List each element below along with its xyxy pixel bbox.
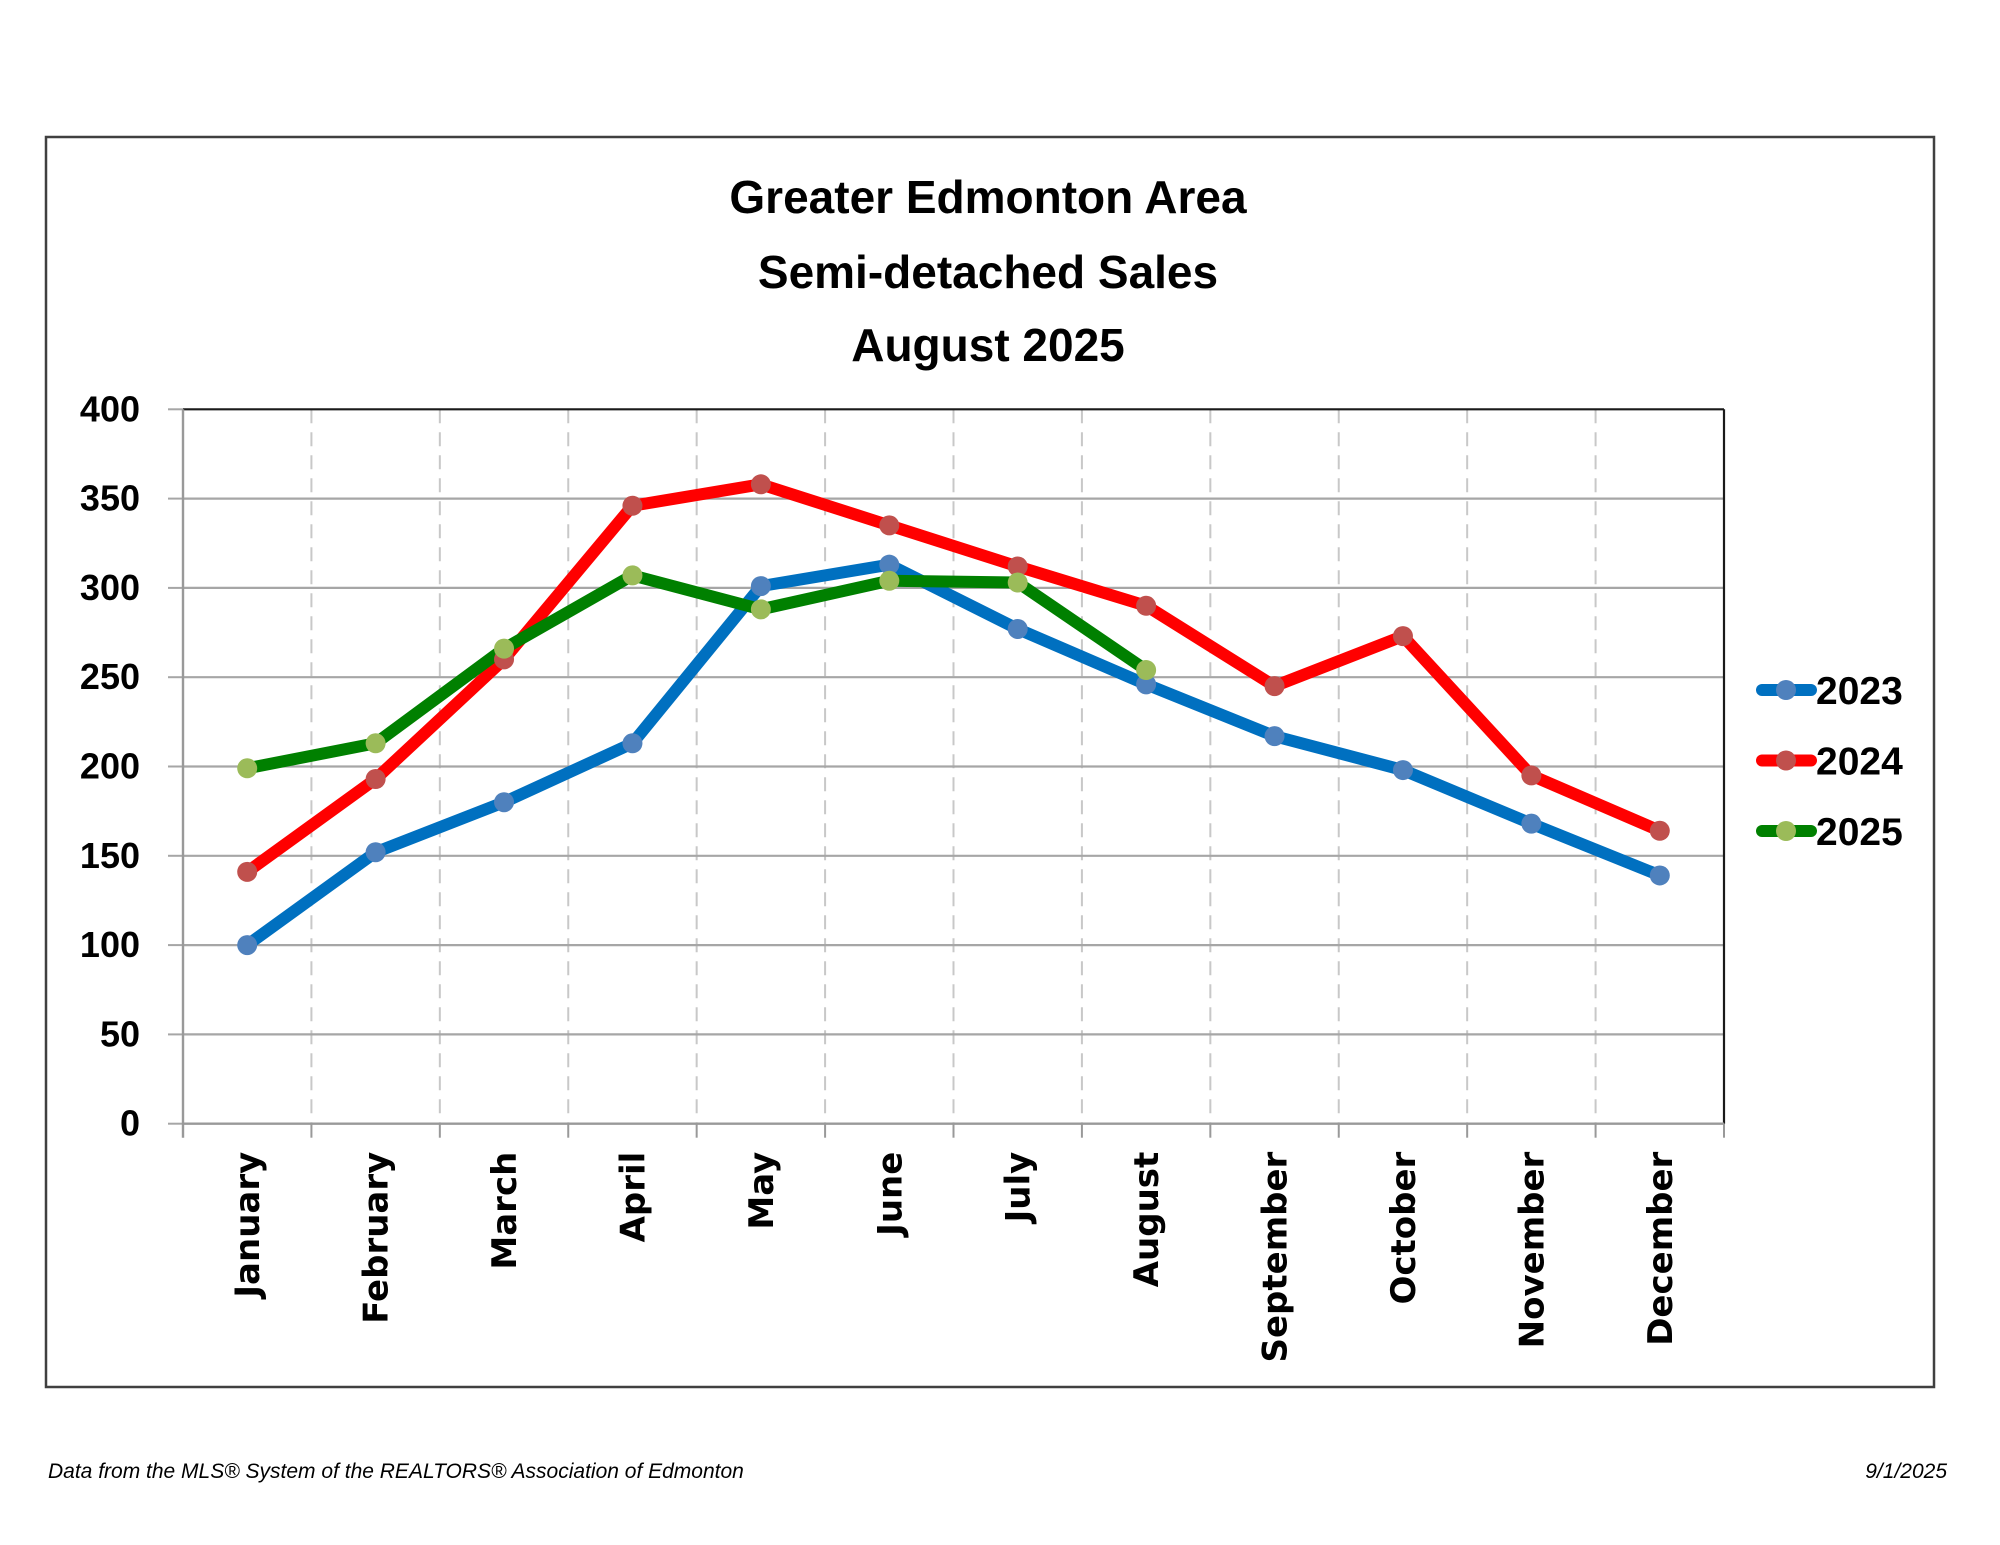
horizontal-gridlines: [168, 408, 1724, 1125]
data-point-2024-october: [1392, 626, 1413, 647]
legend-item-2024: 2024: [1756, 741, 1903, 784]
legend-marker-icon: [1776, 821, 1796, 841]
data-point-2025-january: [237, 758, 258, 779]
data-point-2023-november: [1521, 813, 1542, 834]
series-line-2024: [241, 478, 1666, 878]
data-point-2024-august: [1136, 595, 1157, 616]
y-tick-label: 300: [80, 567, 140, 608]
chart-title: Greater Edmonton Area Semi-detached Sale…: [729, 171, 1247, 371]
legend-marker-icon: [1776, 680, 1796, 700]
data-point-2023-august: [1136, 674, 1157, 695]
x-tick-label: December: [1641, 1151, 1681, 1345]
series-line-2023: [241, 558, 1666, 952]
data-point-2023-april: [622, 733, 643, 754]
y-tick-label: 350: [80, 478, 140, 519]
x-tick-label: May: [742, 1152, 782, 1230]
data-point-2024-december: [1649, 820, 1670, 841]
data-point-2023-december: [1649, 865, 1670, 886]
y-tick-label: 0: [120, 1103, 140, 1144]
legend-item-2023: 2023: [1756, 670, 1903, 713]
y-tick-label: 250: [80, 656, 140, 697]
chart-title-line-1: Greater Edmonton Area: [729, 171, 1247, 223]
x-axis-tick-labels: January February March April May June July Augu…: [228, 1151, 1681, 1362]
legend-label: 2025: [1816, 811, 1903, 854]
y-axis-tick-labels: 0 50 100 150 200 250 300 350 400: [80, 388, 140, 1143]
data-point-2023-july: [1007, 618, 1028, 639]
series-lines: [241, 478, 1666, 952]
chart-frame: [44, 135, 1936, 1389]
data-point-2025-may: [750, 599, 771, 620]
x-tick-label: November: [1512, 1151, 1552, 1348]
legend-label: 2023: [1816, 670, 1903, 713]
legend-label: 2024: [1816, 741, 1903, 784]
plot-area: 0 50 100 150 200 250 300 350 400 January February…: [80, 388, 1726, 1362]
data-point-2024-july: [1007, 556, 1028, 577]
x-tick-label: February: [357, 1152, 397, 1324]
y-tick-label: 100: [80, 924, 140, 965]
data-point-2023-january: [237, 935, 258, 956]
data-point-2025-march: [494, 638, 515, 659]
data-point-2023-february: [365, 842, 386, 863]
axes: [181, 408, 1726, 1138]
legend: 2023 2024 2025: [1756, 670, 1903, 854]
footer-source-note: Data from the MLS® System of the REALTOR…: [48, 1460, 744, 1483]
data-point-2023-march: [494, 792, 515, 813]
data-point-2024-april: [622, 495, 643, 516]
data-point-2023-september: [1264, 726, 1285, 747]
x-tick-label: April: [613, 1152, 653, 1243]
data-point-2025-july: [1007, 572, 1028, 593]
legend-item-2025: 2025: [1756, 811, 1903, 854]
data-point-2025-february: [365, 733, 386, 754]
data-point-2024-june: [879, 515, 900, 536]
chart-title-line-2: Semi-detached Sales: [758, 246, 1218, 298]
y-tick-label: 400: [80, 388, 140, 429]
data-point-2025-april: [622, 565, 643, 586]
chart-title-line-3: August 2025: [851, 319, 1125, 371]
series-line-2025: [241, 569, 1153, 775]
data-point-2024-september: [1264, 676, 1285, 697]
x-tick-label: January: [228, 1152, 268, 1300]
data-point-2023-october: [1392, 760, 1413, 781]
data-point-2024-may: [750, 474, 771, 495]
data-point-2023-june: [879, 554, 900, 575]
x-tick-label: August: [1127, 1152, 1167, 1288]
y-tick-label: 150: [80, 835, 140, 876]
x-tick-label: March: [485, 1152, 525, 1270]
x-tick-label: July: [999, 1152, 1039, 1225]
data-point-2023-may: [750, 576, 771, 597]
data-point-2024-november: [1521, 765, 1542, 786]
x-tick-label: June: [870, 1152, 910, 1238]
series-markers: [237, 474, 1670, 956]
y-tick-label: 200: [80, 746, 140, 787]
x-tick-label: October: [1384, 1151, 1424, 1304]
data-point-2024-february: [365, 769, 386, 790]
footer-date: 9/1/2025: [1865, 1460, 1947, 1483]
legend-marker-icon: [1776, 750, 1796, 771]
data-point-2025-june: [879, 570, 900, 591]
data-point-2024-january: [237, 861, 258, 882]
x-tick-label: September: [1256, 1151, 1296, 1362]
y-tick-label: 50: [100, 1013, 140, 1054]
data-point-2025-august: [1136, 660, 1157, 681]
